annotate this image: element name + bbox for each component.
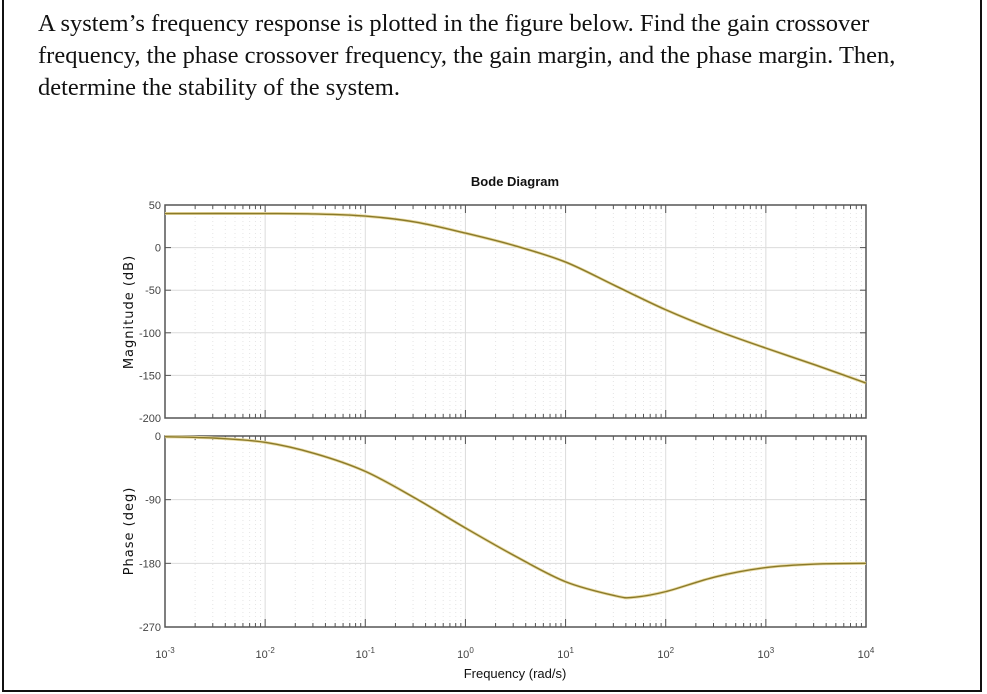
magnitude-y-tick-label: -50	[145, 285, 161, 297]
magnitude-axis-label: Magnitude (dB)	[122, 255, 137, 369]
x-tick-label: 10-2	[255, 646, 275, 661]
phase-y-tick-label: -90	[145, 495, 161, 507]
x-tick-label: 101	[557, 646, 574, 661]
chart-title: Bode Diagram	[471, 174, 559, 189]
phase-axes-box	[164, 435, 867, 628]
question-text: A system’s frequency response is plotted…	[38, 10, 896, 101]
magnitude-y-tick-label: -100	[139, 328, 161, 340]
phase-axis-label: Phase (deg)	[122, 487, 137, 576]
magnitude-y-tick-label: -200	[139, 413, 161, 425]
x-tick-label: 103	[758, 646, 775, 661]
phase-y-tick-label: 0	[155, 431, 161, 443]
magnitude-y-tick-label: 0	[155, 243, 161, 255]
magnitude-plot-area	[165, 205, 866, 418]
x-tick-label: 10-3	[155, 646, 175, 661]
x-tick-label: 10-1	[356, 646, 376, 661]
phase-curve	[164, 436, 867, 599]
x-axis-label: Frequency (rad/s)	[464, 666, 567, 681]
x-tick-label: 104	[858, 646, 875, 661]
magnitude-y-tick-label: -150	[139, 370, 161, 382]
x-tick-label: 100	[457, 646, 474, 661]
phase-y-tick-label: -270	[139, 622, 161, 634]
magnitude-curve	[164, 212, 867, 384]
x-tick-label: 102	[657, 646, 674, 661]
magnitude-y-tick-label: 50	[149, 200, 161, 212]
phase-y-tick-label: -180	[139, 558, 161, 570]
phase-plot-area	[165, 436, 866, 627]
magnitude-axes-box	[164, 204, 867, 419]
